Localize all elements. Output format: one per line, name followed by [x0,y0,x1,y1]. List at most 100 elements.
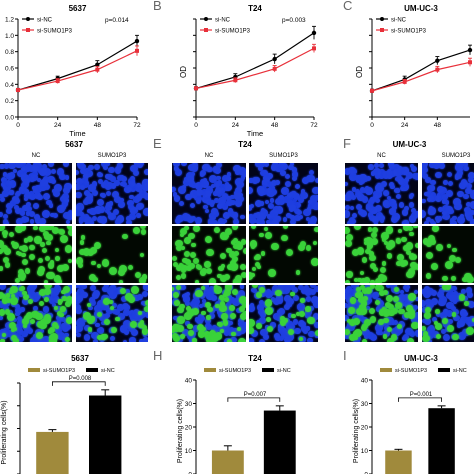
panel-letter-h: H [153,348,162,363]
panel-letter-b: B [153,0,162,13]
y-tick-label: 40 [185,378,193,385]
y-tick-label: 10 [361,448,369,455]
legend-marker [26,17,30,21]
x-tick-label: 48 [434,122,442,129]
legend-swatch [86,368,98,372]
data-point [402,79,407,84]
micrograph-merge [76,285,148,342]
legend-label: si-NC [215,18,231,24]
micrograph-edu [76,226,148,283]
micro-col-label: NC [32,153,41,159]
series-line-si-nc [371,49,471,92]
significance-bracket [52,381,106,386]
micrograph-dapi [0,163,72,224]
y-tick-label: 10 [185,448,193,455]
legend-marker [26,28,30,32]
series-line-si-sumo1p3 [195,47,315,90]
micrograph-merge [172,285,246,342]
x-tick-label: 0 [194,122,198,129]
micrograph-edu [249,226,318,283]
x-tick-label: 48 [271,122,279,129]
data-point [16,88,20,93]
legend-label: si-SUMO1P3 [37,29,73,35]
legend-label: si-SUMO1P3 [215,29,251,35]
data-point [272,56,277,62]
micrograph-merge [345,285,418,342]
y-tick-label: 0 [364,472,368,474]
data-point [135,48,139,53]
data-point [55,79,60,84]
data-point [312,46,316,51]
y-tick-label: 0.6 [5,66,14,73]
bar-si-sumo1p3 [36,431,69,474]
y-tick-label: 1.2 [5,17,14,24]
series-line-si-sumo1p3 [17,50,138,91]
y-tick-label: 30 [185,401,193,408]
x-tick-label: 72 [310,122,318,129]
micrograph-edu [0,226,72,283]
micro-col-label: SUMO1P3 [442,153,471,159]
y-tick-label: 20 [185,425,193,432]
data-point [272,66,277,71]
y-tick-label: 0.4 [5,82,14,89]
panel-letter-c: C [343,0,352,13]
y-tick-label: 1.0 [5,33,14,40]
series-line-si-nc [17,40,138,91]
y-tick-label: 0.8 [5,49,14,56]
x-tick-label: 0 [16,122,20,129]
x-tick-label: 0 [370,122,374,129]
data-point [468,60,472,65]
micrograph-dapi [345,163,418,224]
legend-marker [204,17,208,21]
data-point [95,67,100,72]
legend-marker [380,17,384,21]
line-chart-pvalue: p=0.014 [105,17,129,24]
micro-col-label: NC [377,153,386,159]
micrograph-merge [422,285,474,342]
legend-label: si-NC [101,368,115,374]
line-chart-title: UM-UC-3 [404,4,438,13]
micro-col-label: SUMO1P3 [98,153,127,159]
data-point [233,78,238,83]
micro-col-label: SUMO1P3 [269,153,298,159]
legend-label: si-NC [391,18,407,24]
data-point [134,38,140,44]
significance-bracket [398,397,442,402]
legend-label: si-NC [453,368,467,374]
data-point [194,86,198,91]
data-point [435,67,440,72]
bar-chart-title: UM-UC-3 [404,354,438,363]
series-line-si-nc [195,32,315,89]
legend-label: si-NC [37,18,53,24]
y-axis-label: Proliferating cells(%) [353,399,360,463]
significance-bracket [227,397,281,402]
legend-label: si-SUMO1P3 [395,368,427,374]
x-tick-label: 48 [94,122,102,129]
legend-marker [380,28,384,32]
legend-label: si-SUMO1P3 [43,368,75,374]
bar-chart-pvalue: P=0.001 [410,392,433,398]
y-tick-label: 20 [361,425,369,432]
bar-si-nc [428,408,455,474]
micro-panel-title: T24 [238,140,252,149]
panel-letter-f: F [343,136,351,151]
legend-swatch [438,368,450,372]
legend-marker [204,28,208,32]
bar-si-sumo1p3 [211,450,244,474]
x-tick-label: 24 [401,122,409,129]
y-axis-label: Proliferating cells(%) [177,399,184,463]
legend-label: si-SUMO1P3 [219,368,251,374]
y-tick-label: 40 [361,378,369,385]
micrograph-merge [249,285,318,342]
legend-swatch [204,368,216,372]
micro-col-label: NC [205,153,214,159]
data-point [311,30,317,36]
y-axis-label: OD [355,66,364,78]
x-tick-label: 24 [54,122,62,129]
legend-label: si-NC [277,368,291,374]
line-chart-title: T24 [248,4,262,13]
data-point [95,62,100,67]
legend-swatch [380,368,392,372]
micrograph-edu [422,226,474,283]
